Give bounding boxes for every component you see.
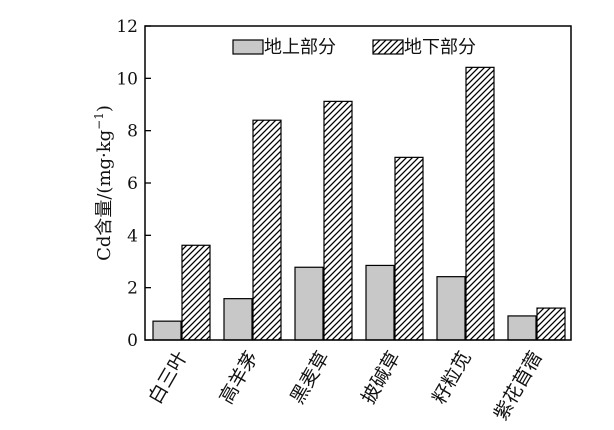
bar-below-ground bbox=[394, 156, 424, 341]
y-axis-label-superscript: −1 bbox=[92, 112, 106, 130]
y-axis-label: Cd含量/(mg·kg−1) bbox=[92, 105, 115, 261]
legend-label-above-ground: 地上部分 bbox=[264, 37, 336, 58]
category-label: 白三叶 bbox=[144, 348, 192, 408]
legend-label-below-ground: 地下部分 bbox=[404, 37, 476, 58]
bar-below-ground bbox=[465, 66, 495, 341]
legend-swatch-above-ground bbox=[232, 39, 264, 55]
legend-swatch-below-ground bbox=[372, 39, 404, 55]
bars bbox=[152, 66, 566, 341]
svg-text:Cd含量/(mg·kg−1): Cd含量/(mg·kg−1) bbox=[92, 105, 115, 261]
y-tick-label: 12 bbox=[116, 17, 138, 37]
legend: 地上部分 地下部分 bbox=[232, 37, 476, 58]
category-label: 籽粒苋 bbox=[428, 348, 476, 408]
bar-below-ground bbox=[323, 100, 353, 341]
y-tick-label: 8 bbox=[127, 122, 138, 142]
bar-above-ground bbox=[507, 315, 537, 341]
bar-below-ground bbox=[536, 307, 566, 341]
category-label: 高羊茅 bbox=[215, 348, 263, 408]
category-label: 紫花苜蓿 bbox=[490, 348, 547, 425]
bar-above-ground bbox=[223, 298, 253, 341]
y-tick-label: 0 bbox=[127, 331, 138, 351]
category-label: 披碱草 bbox=[357, 348, 405, 408]
y-tick-label: 6 bbox=[127, 174, 138, 194]
y-tick-label: 2 bbox=[127, 279, 138, 299]
category-label: 黑麦草 bbox=[286, 348, 334, 408]
plot-frame bbox=[144, 25, 572, 341]
bar-below-ground bbox=[252, 119, 282, 341]
bar-below-ground bbox=[181, 244, 211, 341]
y-axis-ticks: 0 2 4 6 8 10 12 bbox=[116, 17, 151, 351]
y-axis-label-text: Cd含量/(mg·kg bbox=[94, 130, 115, 261]
y-tick-label: 10 bbox=[116, 69, 138, 89]
bar-above-ground bbox=[152, 320, 182, 341]
bar-above-ground bbox=[294, 266, 324, 341]
bar-above-ground bbox=[365, 264, 395, 341]
y-tick-label: 4 bbox=[127, 226, 138, 246]
y-axis-label-close: ) bbox=[94, 105, 115, 112]
bar-above-ground bbox=[436, 276, 466, 341]
category-labels: 白三叶 高羊茅 黑麦草 披碱草 籽粒苋 紫花苜蓿 bbox=[144, 335, 547, 424]
